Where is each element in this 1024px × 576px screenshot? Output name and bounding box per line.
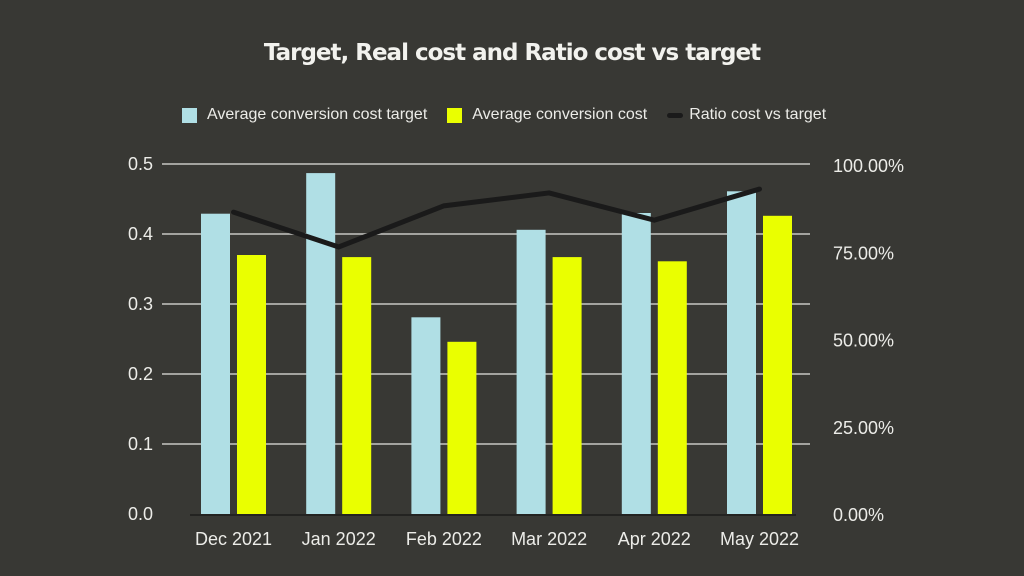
right-tick-label: 25.00%	[833, 418, 894, 438]
legend-swatch-cost	[447, 107, 463, 123]
legend-item-ratio[interactable]: Ratio cost vs target	[667, 106, 826, 124]
left-tick-label: 0.0	[128, 504, 153, 524]
x-tick-label: Apr 2022	[618, 529, 691, 549]
legend-swatch-ratio	[667, 112, 684, 118]
legend-label-cost: Average conversion cost	[472, 106, 648, 123]
right-tick-label: 50.00%	[833, 331, 894, 351]
left-tick-label: 0.5	[128, 154, 153, 174]
bar-target[interactable]	[621, 213, 651, 514]
bar-cost[interactable]	[342, 257, 372, 514]
bar-target[interactable]	[306, 173, 336, 514]
line-layer	[231, 186, 762, 250]
left-tick-label: 0.4	[128, 224, 153, 244]
x-tick-label: May 2022	[720, 529, 799, 549]
chart-title: Target, Real cost and Ratio cost vs targ…	[263, 40, 761, 66]
left-tick-label: 0.1	[128, 434, 153, 454]
bar-target[interactable]	[516, 229, 546, 515]
left-tick-label: 0.2	[128, 364, 153, 384]
legend-label-ratio: Ratio cost vs target	[689, 106, 827, 123]
legend-swatch-target	[182, 107, 197, 123]
x-tick-label: Dec 2021	[195, 529, 272, 549]
legend: Average conversion cost target Average c…	[182, 104, 846, 126]
bars-layer	[201, 173, 792, 515]
right-tick-label: 100.00%	[833, 156, 904, 176]
legend-label-target: Average conversion cost target	[207, 106, 428, 123]
legend-item-cost[interactable]: Average conversion cost	[447, 106, 647, 124]
right-tick-label: 0.00%	[833, 505, 884, 525]
bar-target[interactable]	[727, 191, 756, 515]
bar-cost[interactable]	[657, 261, 687, 514]
bar-cost[interactable]	[763, 215, 792, 515]
x-tick-label: Jan 2022	[302, 529, 376, 549]
grid-layer	[162, 163, 810, 445]
bar-cost[interactable]	[237, 255, 266, 514]
bar-cost[interactable]	[447, 341, 477, 514]
right-tick-label: 75.00%	[833, 243, 894, 263]
left-tick-label: 0.3	[128, 294, 153, 314]
x-axis-labels: Dec 2021 Jan 2022 Feb 2022 Mar 2022 Apr 2022…	[195, 529, 799, 549]
bar-cost[interactable]	[552, 257, 582, 514]
left-axis-ticks: 0.0 0.1 0.2 0.3 0.4 0.5	[128, 154, 153, 524]
ratio-line[interactable]	[231, 186, 762, 250]
legend-item-target[interactable]: Average conversion cost target	[182, 106, 427, 124]
x-tick-label: Mar 2022	[511, 529, 587, 549]
bar-target[interactable]	[411, 317, 441, 514]
bar-target[interactable]	[201, 213, 230, 514]
right-axis-ticks: 0.00% 25.00% 50.00% 75.00% 100.00%	[833, 156, 904, 525]
x-tick-label: Feb 2022	[406, 529, 482, 549]
